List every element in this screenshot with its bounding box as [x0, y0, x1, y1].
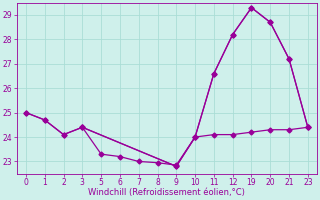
- X-axis label: Windchill (Refroidissement éolien,°C): Windchill (Refroidissement éolien,°C): [88, 188, 245, 197]
